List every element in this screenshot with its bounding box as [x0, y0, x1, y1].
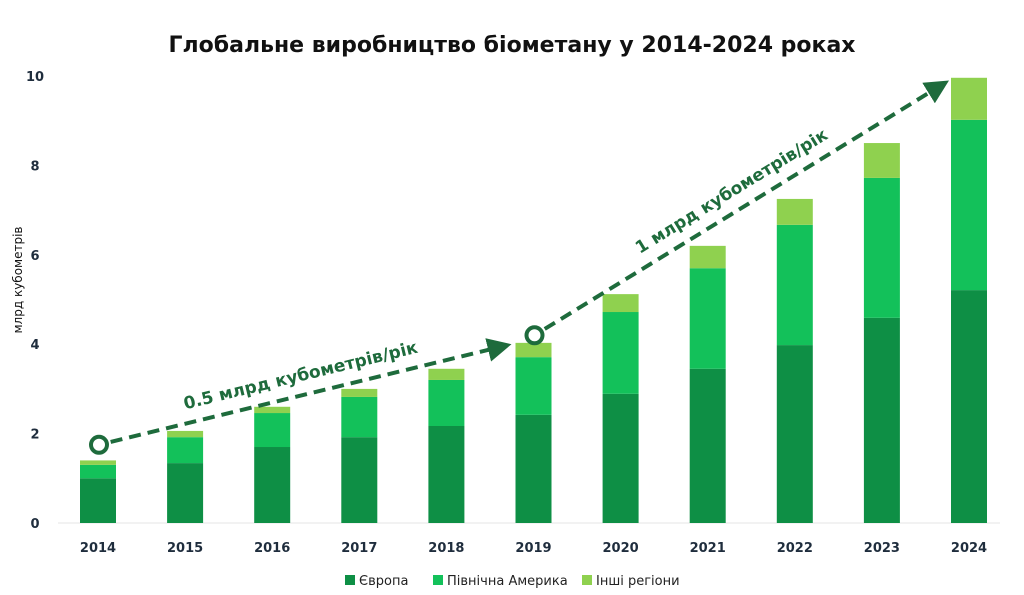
bar-segment-2019-0: [515, 414, 552, 523]
y-tick-label: 8: [30, 159, 39, 174]
x-tick-label: 2015: [167, 541, 203, 556]
bar-segment-2017-1: [341, 396, 378, 438]
bar-segment-2023-2: [863, 143, 900, 178]
bar-segment-2016-2: [254, 406, 291, 414]
legend-label: Північна Америка: [447, 574, 568, 589]
y-tick-label: 4: [30, 338, 39, 353]
legend-label: Європа: [359, 574, 408, 589]
bar-segment-2018-2: [428, 368, 465, 380]
legend-swatch: [433, 575, 443, 585]
trend-arrow: [543, 80, 949, 331]
trend-start-marker: [89, 434, 109, 455]
x-tick-label: 2016: [254, 541, 290, 556]
bar-segment-2017-0: [341, 437, 378, 523]
y-axis-label: млрд кубометрів: [11, 227, 25, 334]
bar-segment-2019-2: [515, 342, 552, 358]
legend-swatch: [345, 575, 355, 585]
legend-swatch: [582, 575, 592, 585]
bar-segment-2015-2: [167, 430, 204, 438]
bar-segment-2014-1: [80, 464, 116, 479]
bar-segment-2019-1: [515, 357, 552, 415]
bar-segment-2015-0: [167, 463, 204, 523]
bar-segment-2021-1: [689, 268, 726, 369]
bar-segment-2024-1: [951, 119, 987, 291]
bar-segment-2023-1: [863, 177, 900, 318]
y-tick-label: 6: [30, 249, 39, 264]
x-tick-label: 2023: [864, 541, 900, 556]
bar-segment-2015-1: [167, 437, 204, 464]
bar-segment-2020-2: [602, 294, 639, 313]
legend-label: Інші регіони: [596, 574, 680, 589]
trend-start-marker: [524, 325, 545, 346]
x-tick-label: 2020: [603, 541, 639, 556]
bar-segment-2014-2: [80, 460, 116, 465]
bar-segment-2020-1: [602, 312, 639, 394]
x-tick-label: 2024: [951, 541, 987, 556]
x-tick-label: 2017: [341, 541, 377, 556]
bar-segment-2022-0: [776, 345, 813, 523]
x-tick-label: 2019: [515, 541, 551, 556]
bar-segment-2014-0: [80, 478, 116, 523]
y-tick-label: 0: [30, 517, 39, 532]
bar-segment-2022-2: [776, 198, 813, 225]
x-tick-label: 2021: [690, 541, 726, 556]
bar-segment-2022-1: [776, 224, 813, 346]
legend-item: Інші регіони: [582, 574, 680, 589]
bar-segment-2016-1: [254, 413, 291, 448]
chart-title: Глобальне виробництво біометану у 2014-2…: [169, 33, 856, 58]
bar-segment-2017-2: [341, 388, 378, 397]
legend-item: Європа: [345, 574, 408, 589]
bar-segment-2018-1: [428, 379, 465, 427]
legend-item: Північна Америка: [433, 574, 568, 589]
bar-segment-2024-0: [951, 290, 987, 523]
x-tick-label: 2022: [777, 541, 813, 556]
bar-segment-2023-0: [863, 317, 900, 523]
bar-segment-2021-2: [689, 245, 726, 269]
y-tick-label: 2: [30, 428, 39, 443]
bar-segment-2021-0: [689, 368, 726, 523]
bar-segment-2024-2: [951, 77, 987, 120]
x-tick-label: 2014: [80, 541, 116, 556]
x-tick-label: 2018: [428, 541, 464, 556]
trend-arrow: [110, 338, 512, 444]
bar-segment-2020-0: [602, 393, 639, 523]
trend-annotation: 0.5 млрд кубометрів/рік: [182, 338, 420, 414]
y-tick-label: 10: [26, 70, 44, 85]
bar-segment-2016-0: [254, 447, 291, 523]
bar-segment-2018-0: [428, 426, 465, 523]
